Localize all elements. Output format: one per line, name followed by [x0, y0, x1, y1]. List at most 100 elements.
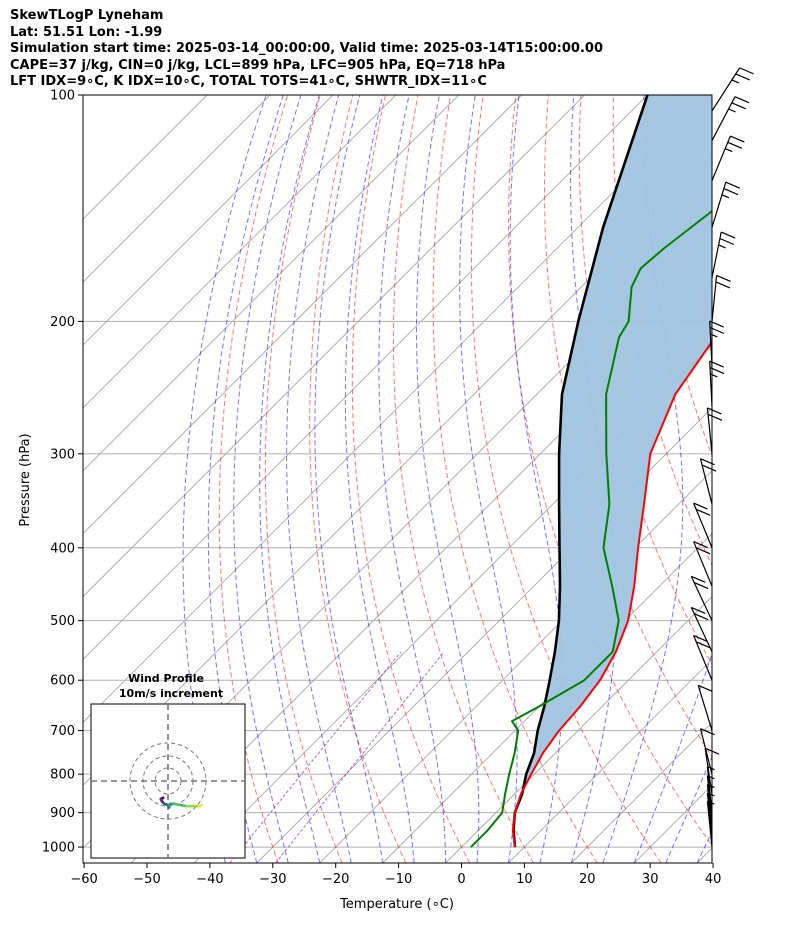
- dry-adiabat: [264, 95, 343, 863]
- barb-flag: [734, 96, 750, 104]
- isotherm-line: [83, 95, 271, 283]
- barb-flag: [731, 102, 747, 110]
- wind-barb: [711, 181, 741, 228]
- barb-half-flag: [728, 108, 736, 113]
- isotherm-line: [83, 95, 397, 409]
- wind-barb: [699, 728, 715, 775]
- barb-half-flag: [725, 147, 733, 153]
- plot-frame: [82, 94, 713, 864]
- barb-staff: [706, 407, 713, 454]
- barb-flag: [704, 747, 720, 755]
- barb-flag: [716, 274, 731, 283]
- moist-adiabat: [314, 95, 384, 863]
- wind-barb: [711, 135, 745, 181]
- barb-flag: [725, 181, 741, 189]
- mixing-ratio-line: [275, 651, 445, 863]
- y-tick-label: 500: [50, 614, 75, 629]
- barb-flag: [719, 237, 735, 246]
- barb-staff: [697, 685, 713, 731]
- barb-staff: [706, 766, 713, 813]
- barb-half-flag: [710, 373, 718, 378]
- barb-staff: [711, 182, 727, 228]
- x-tick-label: 30: [642, 872, 659, 887]
- y-axis-ticks: 1000 900 800 700 600 500 400 300 200 100: [42, 89, 83, 856]
- temperature-trace: [511, 339, 712, 848]
- moist-adiabat: [344, 95, 415, 863]
- y-tick-label: 400: [50, 541, 75, 556]
- wind-barb: [711, 231, 736, 278]
- barb-flag: [691, 606, 706, 615]
- isotherm-line: [83, 95, 522, 535]
- inset-title: Wind Profile: [128, 672, 204, 685]
- stability-indices-1: CAPE=37 j/kg, CIN=0 j/kg, LCL=899 hPa, L…: [10, 57, 506, 73]
- inset-subtitle: 10m/s increment: [119, 687, 223, 700]
- barb-staff: [704, 748, 713, 795]
- chart-title-block: SkewTLogP Lyneham Lat: 51.51 Lon: -1.99 …: [10, 8, 790, 91]
- isotherm-line: [83, 95, 648, 661]
- isotherm-line: [256, 407, 712, 863]
- y-tick-label: 100: [50, 89, 75, 104]
- barb-staff: [690, 607, 713, 653]
- hodograph-segment: [197, 803, 203, 808]
- barb-flag: [720, 231, 736, 239]
- isotherm-line: [130, 281, 712, 863]
- barb-staff: [706, 801, 713, 848]
- wind-barb: [709, 320, 725, 368]
- barb-flag: [701, 464, 717, 472]
- wind-barb: [693, 502, 713, 549]
- wind-barb: [706, 407, 723, 454]
- barb-flag: [709, 320, 724, 328]
- dry-adiabat: [508, 95, 712, 847]
- y-tick-label: 800: [50, 768, 75, 783]
- barb-flag: [695, 508, 711, 516]
- barb-staff: [699, 728, 713, 775]
- isotherm-line: [83, 95, 460, 472]
- moist-adiabat: [233, 95, 302, 863]
- wind-barb: [704, 747, 720, 795]
- location-coordinates: Lat: 51.51 Lon: -1.99: [10, 24, 163, 40]
- isotherm-line: [83, 95, 711, 724]
- barb-staff: [711, 135, 731, 181]
- wind-profile-inset: Wind Profile 10m/s increment: [90, 672, 246, 859]
- barb-flag: [709, 326, 725, 335]
- barb-staff: [711, 275, 718, 322]
- barb-staff: [693, 502, 713, 549]
- x-tick-label: −60: [70, 872, 97, 887]
- moist-adiabat: [259, 95, 321, 863]
- moist-adiabat: [633, 652, 712, 863]
- barb-flag: [693, 541, 708, 549]
- x-tick-label: −10: [385, 872, 412, 887]
- mixing-ratio-line: [229, 651, 402, 863]
- barb-half-flag: [731, 79, 740, 84]
- isotherm-line: [83, 95, 334, 346]
- x-tick-label: 40: [705, 872, 722, 887]
- dry-adiabat: [432, 95, 598, 863]
- barb-flag: [691, 575, 706, 583]
- dry-adiabat: [744, 95, 794, 863]
- x-axis-ticks: −60 −50 −40 −30 −20 −10 0 10 20 30 40: [70, 863, 721, 887]
- barb-staff: [709, 321, 713, 368]
- barb-flag: [715, 281, 731, 289]
- barb-staff: [706, 784, 713, 831]
- wind-barb: [693, 541, 713, 587]
- x-tick-label: 20: [579, 872, 596, 887]
- barb-staff: [709, 361, 713, 408]
- wind-barb: [690, 606, 713, 653]
- barb-staff: [711, 96, 736, 141]
- wind-barb: [693, 634, 713, 681]
- y-tick-label: 900: [50, 806, 75, 821]
- barb-staff: [690, 576, 713, 621]
- isotherm-line: [83, 95, 585, 598]
- x-tick-label: −40: [196, 872, 223, 887]
- barb-flag: [695, 641, 711, 649]
- barb-flag: [723, 187, 739, 196]
- moist-adiabat: [665, 755, 712, 863]
- barb-flag: [693, 502, 708, 510]
- x-tick-label: −50: [133, 872, 160, 887]
- dry-adiabat: [645, 95, 712, 457]
- barb-flag: [707, 407, 722, 415]
- dry-adiabat: [710, 95, 712, 112]
- y-tick-label: 300: [50, 447, 75, 462]
- stability-indices-2: LFT IDX=9∘C, K IDX=10∘C, TOTAL TOTS=41∘C…: [10, 74, 487, 89]
